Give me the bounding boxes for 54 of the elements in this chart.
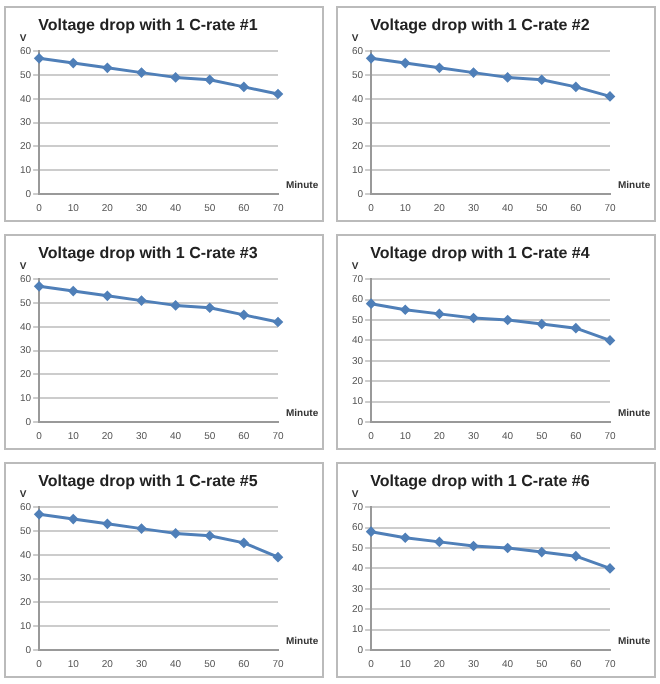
point <box>571 551 581 561</box>
point <box>205 75 215 85</box>
point <box>239 538 249 548</box>
point <box>205 303 215 313</box>
point <box>366 526 376 537</box>
chart-title: Voltage drop with 1 C-rate #2 <box>370 16 591 35</box>
point <box>434 537 445 547</box>
point <box>34 281 44 292</box>
point <box>434 309 445 319</box>
point <box>273 552 283 562</box>
chart-title: Voltage drop with 1 C-rate #4 <box>370 244 591 263</box>
point <box>136 67 147 78</box>
point <box>605 91 615 102</box>
point <box>136 523 147 534</box>
point <box>34 53 44 64</box>
point <box>170 528 181 539</box>
point <box>571 323 581 333</box>
point <box>34 509 44 520</box>
point <box>605 563 615 574</box>
point <box>366 298 376 309</box>
point <box>400 58 410 68</box>
point <box>434 63 445 73</box>
point <box>68 514 78 524</box>
point <box>273 317 283 327</box>
point <box>502 72 513 83</box>
point <box>502 315 513 325</box>
point <box>102 63 113 73</box>
chart-title: Voltage drop with 1 C-rate #1 <box>38 16 259 35</box>
chart-title: Voltage drop with 1 C-rate #3 <box>38 244 259 263</box>
point <box>205 531 215 541</box>
point <box>502 543 513 553</box>
point <box>68 58 78 68</box>
point <box>571 82 581 92</box>
point <box>102 519 113 529</box>
point <box>170 72 181 83</box>
point <box>239 82 249 92</box>
point <box>468 541 479 551</box>
point <box>468 67 479 78</box>
point <box>136 295 147 306</box>
point <box>537 75 547 85</box>
point <box>537 319 547 329</box>
point <box>170 300 181 311</box>
point <box>102 291 113 301</box>
point <box>273 89 283 99</box>
point <box>366 53 376 64</box>
point <box>239 310 249 320</box>
point <box>400 305 410 315</box>
chart-title: Voltage drop with 1 C-rate #6 <box>370 472 591 491</box>
point <box>468 313 479 323</box>
point <box>537 547 547 557</box>
point <box>400 533 410 543</box>
point <box>605 335 615 346</box>
point <box>68 286 78 296</box>
chart-title: Voltage drop with 1 C-rate #5 <box>38 472 259 491</box>
